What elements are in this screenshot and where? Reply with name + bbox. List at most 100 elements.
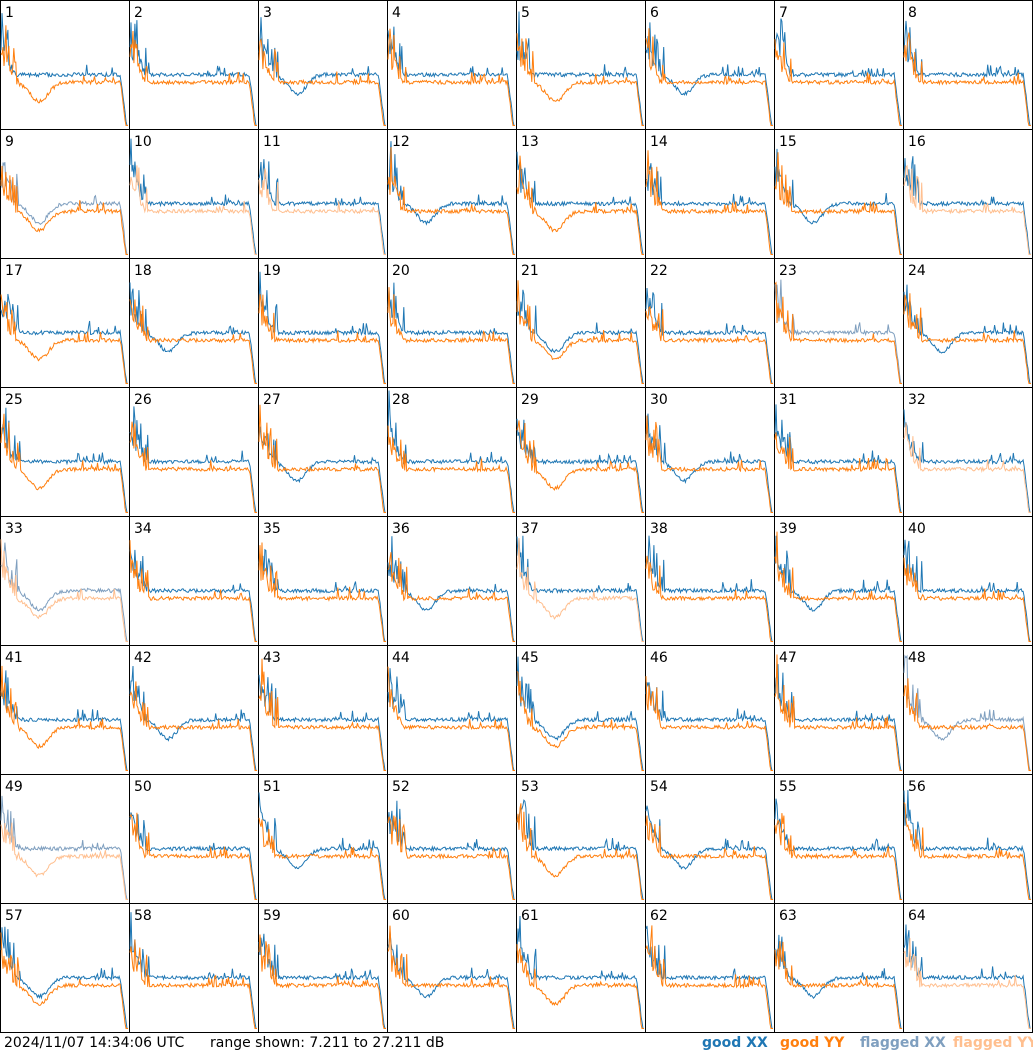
panel-20: 20 [387,258,517,388]
panel-label: 4 [392,5,401,21]
panel-label: 58 [134,908,152,924]
panel-label: 57 [5,908,23,924]
panel-18: 18 [129,258,259,388]
series-xx [258,159,386,255]
panel-label: 40 [908,521,926,537]
panel-label: 18 [134,263,152,279]
series-yy [387,925,515,1029]
series-xx [903,20,1031,126]
panel-49: 49 [0,774,130,904]
panel-label: 19 [263,263,281,279]
panel-52: 52 [387,774,517,904]
panel-15: 15 [774,129,904,259]
series-xx [645,413,773,513]
series-yy [0,665,128,771]
series-xx [0,795,128,900]
series-xx [387,26,515,126]
panel-47: 47 [774,645,904,775]
series-xx [258,933,386,1029]
series-yy [258,658,386,771]
series-yy [774,281,902,384]
legend-flagged-xx: flagged XX [860,1035,946,1051]
series-xx [0,161,128,255]
series-xx [646,163,773,255]
panel-62: 62 [645,903,775,1033]
panel-17: 17 [0,258,130,388]
series-xx [387,390,515,513]
series-yy [258,817,386,900]
panel-42: 42 [129,645,259,775]
series-xx [0,542,128,642]
legend-good-yy: good YY [780,1035,845,1051]
panel-label: 8 [908,5,917,21]
panel-label: 34 [134,521,152,537]
panel-10: 10 [129,129,259,259]
series-yy [258,404,386,513]
series-xx [0,13,128,126]
series-yy [387,552,515,642]
panel-30: 30 [645,387,775,517]
panel-label: 47 [779,650,797,666]
series-xx [387,931,515,1029]
series-yy [645,415,773,513]
series-yy [774,152,902,255]
series-xx [129,20,257,126]
panel-label: 36 [392,521,410,537]
panel-label: 17 [5,263,23,279]
panel-9: 9 [0,129,130,259]
series-yy [903,422,1031,513]
series-yy [129,812,257,900]
panel-label: 54 [650,779,668,795]
panel-16: 16 [903,129,1033,259]
series-yy [387,147,515,255]
panel-12: 12 [387,129,517,259]
series-xx [0,407,128,513]
panel-6: 6 [645,0,775,130]
panel-50: 50 [129,774,259,904]
panel-label: 29 [521,392,539,408]
panel-label: 10 [134,134,152,150]
series-yy [0,25,128,126]
series-yy [129,939,257,1029]
panel-label: 45 [521,650,539,666]
series-xx [0,670,128,771]
series-xx [774,18,902,126]
panel-label: 1 [5,5,14,21]
series-yy [645,815,773,900]
series-xx [903,539,1031,642]
series-yy [774,432,902,513]
panel-label: 7 [779,5,788,21]
panel-label: 21 [521,263,539,279]
series-yy [387,425,515,513]
timestamp: 2024/11/07 14:34:06 UTC [4,1035,185,1051]
series-yy [258,168,386,255]
panel-frame [774,0,904,130]
series-xx [129,812,257,900]
panel-label: 28 [392,392,410,408]
series-yy [645,305,773,384]
series-xx [903,284,1031,384]
panel-34: 34 [129,516,259,646]
series-xx [774,798,902,900]
series-xx [903,924,1031,1029]
panel-label: 30 [650,392,668,408]
panel-label: 2 [134,5,143,21]
series-yy [903,802,1031,900]
panel-23: 23 [774,258,904,388]
panel-53: 53 [516,774,646,904]
panel-label: 61 [521,908,539,924]
panel-51: 51 [258,774,388,904]
series-xx [387,536,515,642]
series-yy [903,937,1031,1029]
panel-label: 5 [521,5,530,21]
panel-label: 50 [134,779,152,795]
series-xx [774,404,902,513]
panel-label: 22 [650,263,668,279]
panel-31: 31 [774,387,904,517]
panel-label: 6 [650,5,659,21]
panel-59: 59 [258,903,388,1033]
panel-label: 42 [134,650,152,666]
series-yy [774,654,902,771]
series-xx [387,800,515,900]
